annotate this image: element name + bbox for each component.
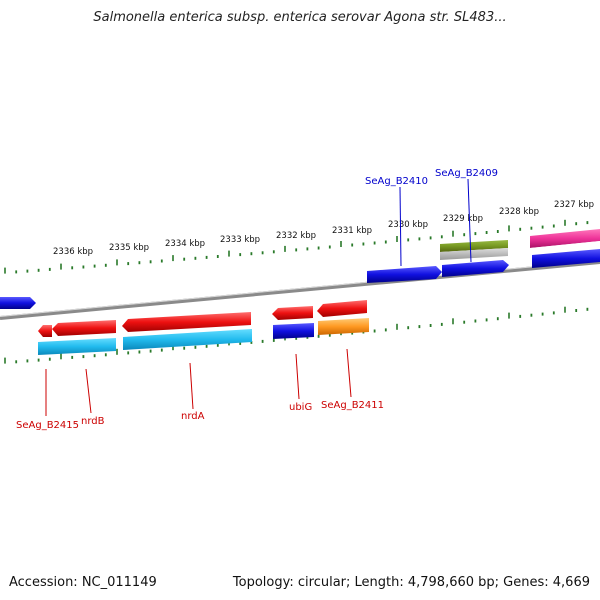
gene-labels: SeAg_B2410 SeAg_B2409 SeAg_B2415 nrdB nr… xyxy=(16,168,498,431)
gene-label-seag-b2415[interactable]: SeAg_B2415 xyxy=(16,420,79,431)
feature-grey xyxy=(440,248,508,260)
map-title: Salmonella enterica subsp. enterica sero… xyxy=(93,10,507,25)
scale-label-2334: 2334 kbp xyxy=(165,239,205,249)
gene-arrow-seag-b2410[interactable] xyxy=(367,266,442,283)
gene-arrow-forward[interactable] xyxy=(0,297,36,309)
gene-arrow-forward-right[interactable] xyxy=(532,249,600,268)
scale-label-2335: 2335 kbp xyxy=(109,243,149,253)
scale-label-2330: 2330 kbp xyxy=(388,220,428,230)
scale-label-2336: 2336 kbp xyxy=(53,247,93,257)
scale-label-2331: 2331 kbp xyxy=(332,226,372,236)
scale-label-2327: 2327 kbp xyxy=(554,200,594,210)
leader-seag-b2409 xyxy=(467,178,472,263)
genome-summary-text: Topology: circular; Length: 4,798,660 bp… xyxy=(232,575,590,590)
gene-label-leaders xyxy=(45,178,472,416)
gene-label-seag-b2410[interactable]: SeAg_B2410 xyxy=(365,176,428,187)
leader-nrdb xyxy=(85,368,92,414)
scale-label-2329: 2329 kbp xyxy=(443,214,483,224)
gene-arrow-nrda[interactable] xyxy=(122,312,251,332)
gene-arrow-seag-b2415[interactable] xyxy=(38,325,52,337)
gene-arrow-seag-b2409[interactable] xyxy=(442,260,509,277)
scale-label-2332: 2332 kbp xyxy=(276,231,316,241)
gene-arrow-nrdb[interactable] xyxy=(52,320,116,336)
forward-strand-features xyxy=(0,229,600,309)
gene-label-nrda[interactable]: nrdA xyxy=(181,411,205,422)
feature-white-strip xyxy=(530,241,600,252)
genome-backbone xyxy=(0,260,600,320)
scale-label-2328: 2328 kbp xyxy=(499,207,539,217)
scale-labels: 2336 kbp 2335 kbp 2334 kbp 2333 kbp 2332… xyxy=(53,200,594,257)
leader-ubig xyxy=(295,353,300,400)
leader-seag-b2411 xyxy=(346,348,352,398)
scale-label-2333: 2333 kbp xyxy=(220,235,260,245)
upper-scale-ticks xyxy=(4,219,589,274)
feature-cyan-nrda xyxy=(123,329,252,350)
gene-label-seag-b2409[interactable]: SeAg_B2409 xyxy=(435,168,498,179)
gene-arrow-ubig[interactable] xyxy=(272,306,313,320)
feature-orange xyxy=(318,318,369,335)
reverse-strand-features xyxy=(38,300,369,355)
feature-cyan-left xyxy=(38,338,116,355)
feature-blue-ubig xyxy=(273,323,314,339)
gene-label-nrdb[interactable]: nrdB xyxy=(81,416,105,427)
genome-backbone-highlight xyxy=(0,260,600,317)
gene-label-seag-b2411[interactable]: SeAg_B2411 xyxy=(321,400,384,411)
gene-label-ubig[interactable]: ubiG xyxy=(289,402,312,413)
leader-seag-b2410 xyxy=(399,186,402,267)
leader-nrda xyxy=(189,362,194,410)
gene-arrow-seag-b2411[interactable] xyxy=(317,300,367,317)
accession-text: Accession: NC_011149 xyxy=(9,575,157,590)
feature-pink xyxy=(530,229,600,248)
